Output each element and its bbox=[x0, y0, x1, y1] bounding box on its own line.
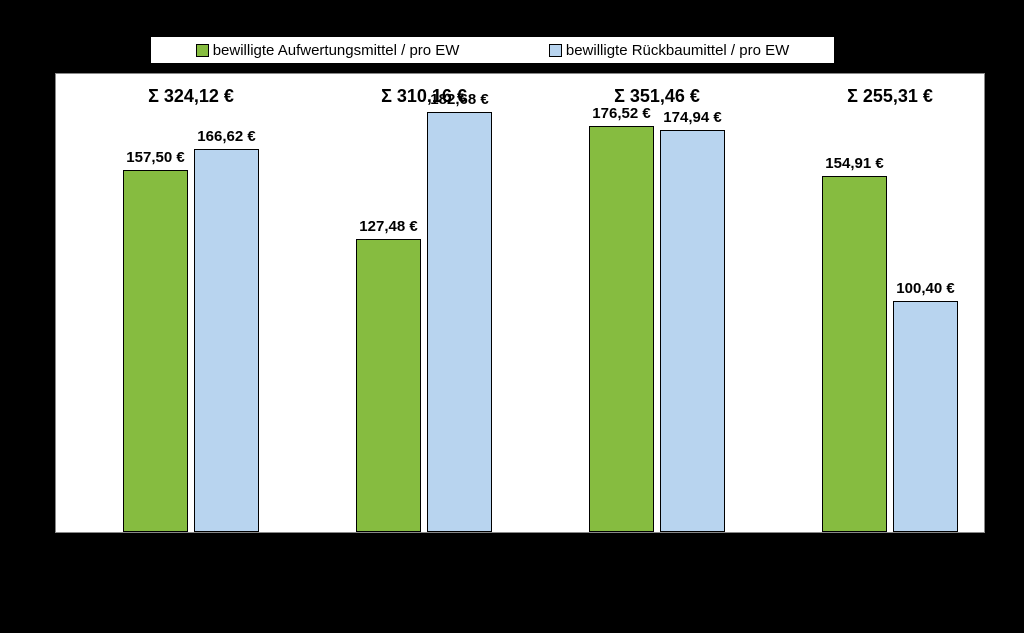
bar-value-label: 127,48 € bbox=[348, 218, 429, 235]
bar-value-label: 176,52 € bbox=[581, 105, 662, 122]
bar-series2 bbox=[427, 112, 492, 532]
bar-value-label: 166,62 € bbox=[186, 128, 267, 145]
bar-series1 bbox=[123, 170, 188, 532]
group-sum-label: Σ 310,16 € bbox=[364, 86, 484, 107]
legend-item-1: bewilligte Aufwertungsmittel / pro EW bbox=[196, 42, 460, 59]
bar-value-label: 154,91 € bbox=[814, 155, 895, 172]
group-sum-label: Σ 351,46 € bbox=[597, 86, 717, 107]
bar-series1 bbox=[356, 239, 421, 532]
bar-series1 bbox=[589, 126, 654, 532]
bar-value-label: 100,40 € bbox=[885, 280, 966, 297]
legend-swatch-2 bbox=[549, 44, 562, 57]
group-sum-label: Σ 324,12 € bbox=[131, 86, 251, 107]
bar-series2 bbox=[194, 149, 259, 532]
chart-plot-area: 157,50 €166,62 €Σ 324,12 €127,48 €182,68… bbox=[55, 73, 985, 533]
bar-series2 bbox=[660, 130, 725, 532]
legend-label-2: bewilligte Rückbaumittel / pro EW bbox=[566, 42, 789, 59]
legend-label-1: bewilligte Aufwertungsmittel / pro EW bbox=[213, 42, 460, 59]
legend-swatch-1 bbox=[196, 44, 209, 57]
bar-value-label: 174,94 € bbox=[652, 109, 733, 126]
bar-series1 bbox=[822, 176, 887, 532]
group-sum-label: Σ 255,31 € bbox=[830, 86, 950, 107]
legend-item-2: bewilligte Rückbaumittel / pro EW bbox=[549, 42, 789, 59]
bar-value-label: 157,50 € bbox=[115, 149, 196, 166]
bar-series2 bbox=[893, 301, 958, 532]
chart-legend: bewilligte Aufwertungsmittel / pro EW be… bbox=[150, 36, 835, 64]
